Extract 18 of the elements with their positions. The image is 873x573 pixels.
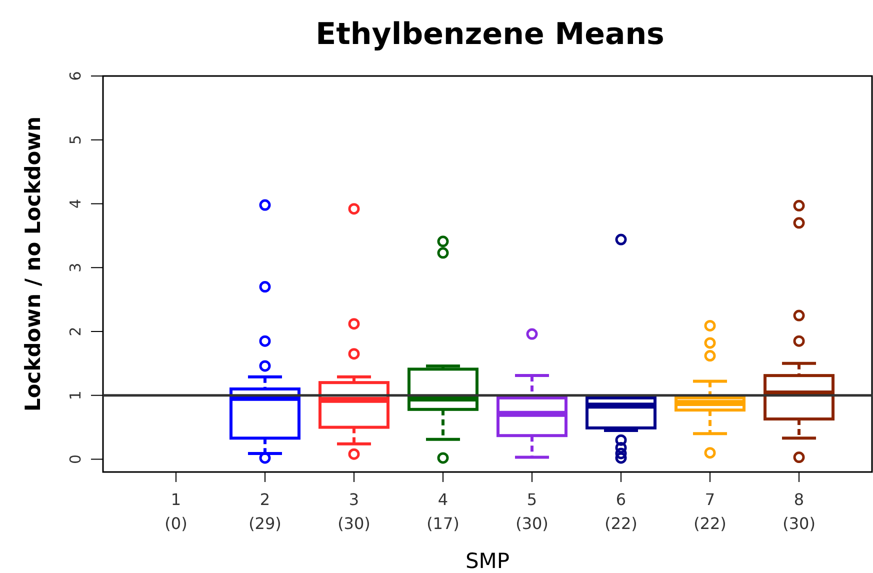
x-tick-label: 4 (17) bbox=[426, 490, 460, 533]
y-axis-title: Lockdown / no Lockdown bbox=[21, 116, 45, 412]
x-tick-label: 2 (29) bbox=[248, 490, 282, 533]
x-axis-title: SMP bbox=[465, 549, 510, 573]
x-tick-label: 1 (0) bbox=[164, 490, 188, 533]
y-tick-label: 2 bbox=[66, 326, 84, 336]
y-tick-label: 6 bbox=[66, 71, 84, 81]
x-tick-label: 8 (30) bbox=[782, 490, 816, 533]
y-tick-label: 4 bbox=[66, 198, 84, 209]
y-tick-label: 1 bbox=[66, 390, 84, 400]
x-tick-label: 7 (22) bbox=[694, 490, 726, 533]
y-tick-label: 3 bbox=[66, 262, 84, 272]
y-tick-label: 0 bbox=[66, 454, 84, 464]
y-tick-label: 5 bbox=[66, 135, 84, 145]
x-tick-label: 6 (22) bbox=[604, 490, 638, 533]
x-tick-label: 3 (30) bbox=[338, 490, 370, 533]
chart-title: Ethylbenzene Means bbox=[316, 17, 664, 52]
x-tick-label: 5 (30) bbox=[516, 490, 548, 533]
